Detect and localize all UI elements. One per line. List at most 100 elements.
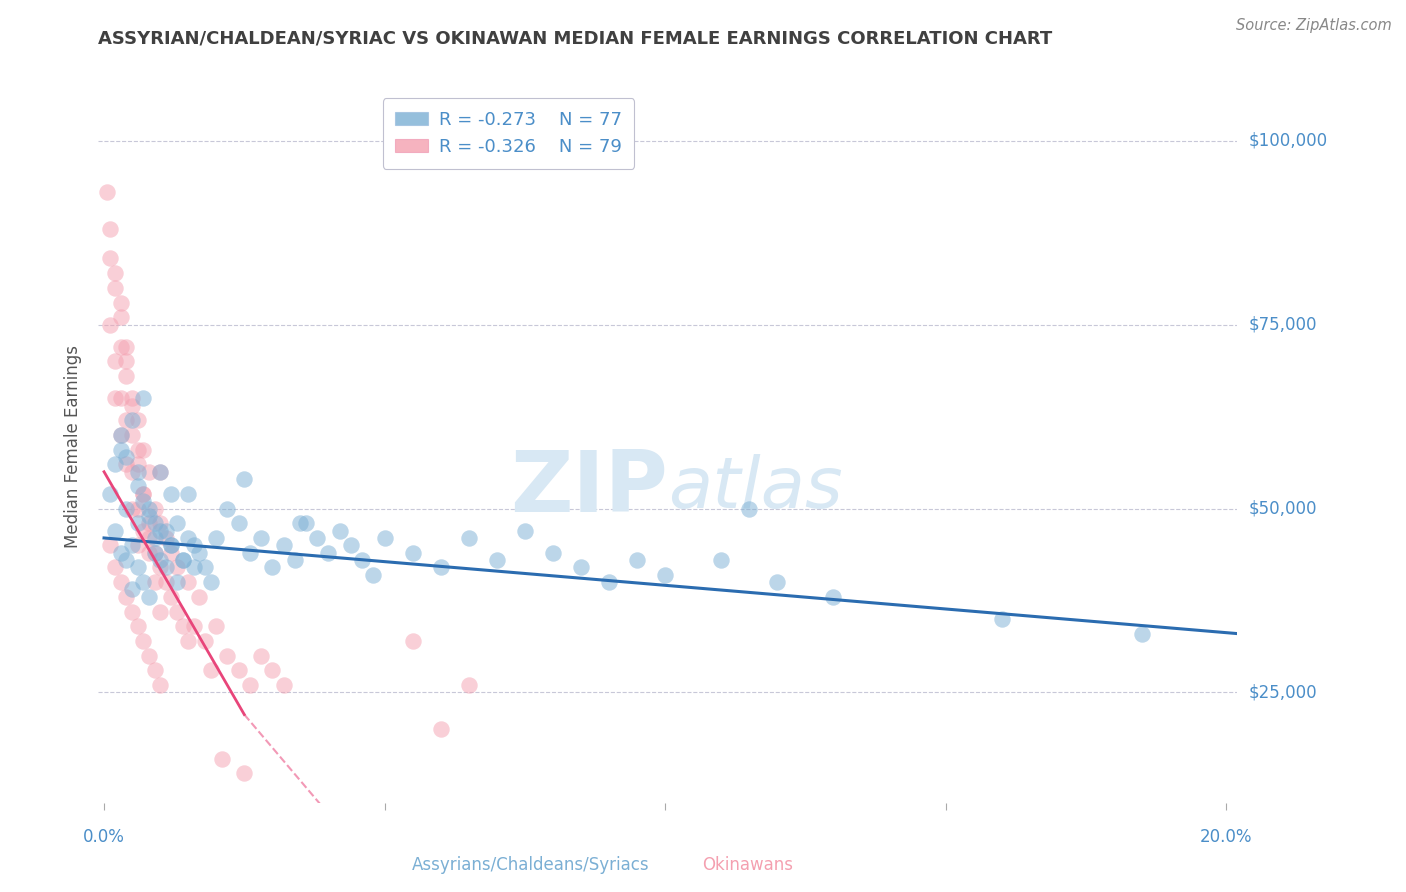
Point: [340, 538, 363, 552]
Point: [127, 479, 149, 493]
Point: [138, 590, 160, 604]
Point: [217, 648, 239, 663]
Point: [149, 560, 172, 574]
Point: [104, 266, 127, 280]
Point: [307, 531, 329, 545]
Point: [200, 664, 222, 678]
Point: [127, 442, 149, 457]
Point: [115, 450, 138, 464]
Point: [138, 508, 160, 523]
Point: [177, 487, 200, 501]
Point: [138, 546, 160, 560]
Point: [104, 458, 127, 472]
Point: [115, 458, 138, 472]
Point: [104, 391, 127, 405]
Point: [172, 553, 194, 567]
Point: [110, 546, 132, 560]
Point: [160, 546, 183, 560]
Point: [121, 399, 143, 413]
Point: [654, 567, 676, 582]
Point: [363, 567, 385, 582]
Point: [262, 560, 284, 574]
Point: [457, 678, 479, 692]
Text: $75,000: $75,000: [1249, 316, 1317, 334]
Point: [485, 553, 508, 567]
Point: [138, 501, 160, 516]
Point: [990, 612, 1012, 626]
Point: [138, 531, 160, 545]
Point: [127, 458, 149, 472]
Point: [143, 501, 166, 516]
Point: [143, 516, 166, 531]
Text: Assyrians/Chaldeans/Syriacs: Assyrians/Chaldeans/Syriacs: [412, 855, 650, 873]
Point: [352, 553, 374, 567]
Point: [194, 634, 217, 648]
Point: [155, 560, 177, 574]
Point: [143, 546, 166, 560]
Point: [138, 516, 160, 531]
Point: [429, 723, 451, 737]
Point: [166, 605, 188, 619]
Point: [626, 553, 648, 567]
Point: [132, 391, 155, 405]
Point: [98, 487, 121, 501]
Point: [98, 538, 121, 552]
Point: [110, 340, 132, 354]
Point: [138, 648, 160, 663]
Point: [429, 560, 451, 574]
Point: [132, 494, 155, 508]
Point: [127, 560, 149, 574]
Text: ZIP: ZIP: [510, 447, 668, 531]
Point: [233, 472, 256, 486]
Point: [205, 531, 228, 545]
Point: [200, 575, 222, 590]
Text: 0.0%: 0.0%: [83, 828, 125, 846]
Point: [149, 678, 172, 692]
Point: [318, 546, 340, 560]
Point: [110, 442, 132, 457]
Point: [121, 428, 143, 442]
Point: [155, 524, 177, 538]
Point: [273, 538, 295, 552]
Point: [239, 678, 262, 692]
Point: [143, 546, 166, 560]
Point: [250, 648, 273, 663]
Point: [290, 516, 312, 531]
Text: Okinawans: Okinawans: [702, 855, 793, 873]
Point: [115, 590, 138, 604]
Point: [710, 553, 733, 567]
Point: [98, 252, 121, 266]
Point: [143, 531, 166, 545]
Point: [329, 524, 352, 538]
Point: [149, 553, 172, 567]
Point: [766, 575, 789, 590]
Point: [121, 582, 143, 597]
Point: [738, 501, 761, 516]
Point: [115, 413, 138, 427]
Point: [132, 634, 155, 648]
Point: [132, 575, 155, 590]
Point: [104, 560, 127, 574]
Point: [132, 442, 155, 457]
Point: [98, 222, 121, 236]
Point: [115, 369, 138, 384]
Point: [121, 413, 143, 427]
Point: [110, 428, 132, 442]
Point: [205, 619, 228, 633]
Point: [121, 391, 143, 405]
Point: [149, 524, 172, 538]
Point: [569, 560, 592, 574]
Point: [541, 546, 564, 560]
Point: [598, 575, 620, 590]
Point: [132, 524, 155, 538]
Point: [160, 487, 183, 501]
Point: [273, 678, 295, 692]
Point: [823, 590, 845, 604]
Point: [166, 560, 188, 574]
Point: [401, 546, 423, 560]
Point: [183, 619, 205, 633]
Point: [127, 413, 149, 427]
Point: [149, 516, 172, 531]
Point: [177, 575, 200, 590]
Point: [149, 465, 172, 479]
